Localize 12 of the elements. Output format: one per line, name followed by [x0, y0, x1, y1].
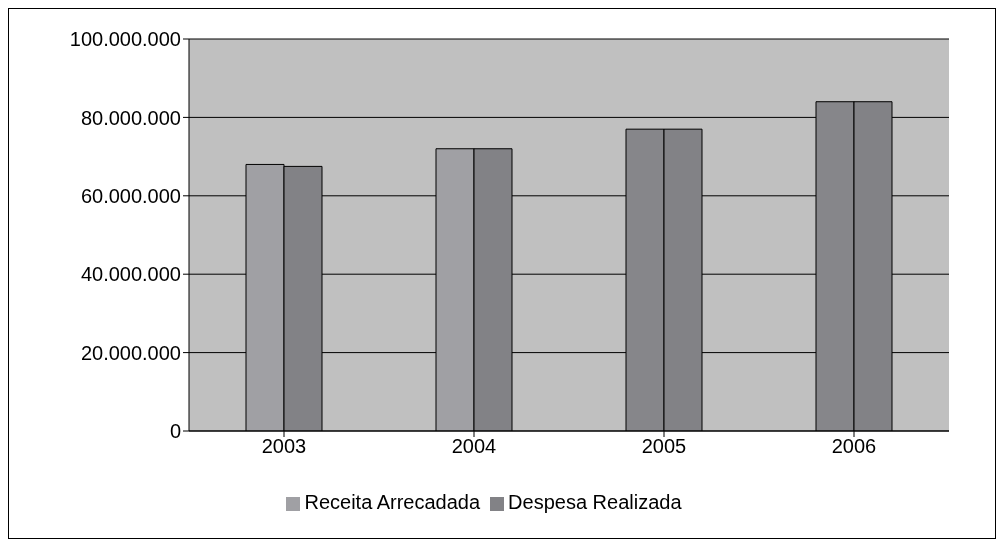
y-tick-label: 40.000.000 [80, 263, 181, 286]
x-tick-label: 2005 [641, 435, 687, 458]
legend-label: Receita Arrecadada [304, 491, 481, 513]
y-tick-label: 60.000.000 [80, 184, 181, 207]
x-tick-label: 2003 [261, 435, 307, 458]
y-tick-label: 20.000.000 [80, 341, 181, 364]
y-tick-label: 0 [169, 420, 181, 443]
y-tick-label: 80.000.000 [80, 106, 181, 129]
x-tick-label: 2004 [451, 435, 497, 458]
x-tick-label: 2006 [831, 435, 877, 458]
legend-label: Despesa Realizada [508, 491, 682, 513]
y-tick-label: 100.000.000 [69, 28, 181, 51]
